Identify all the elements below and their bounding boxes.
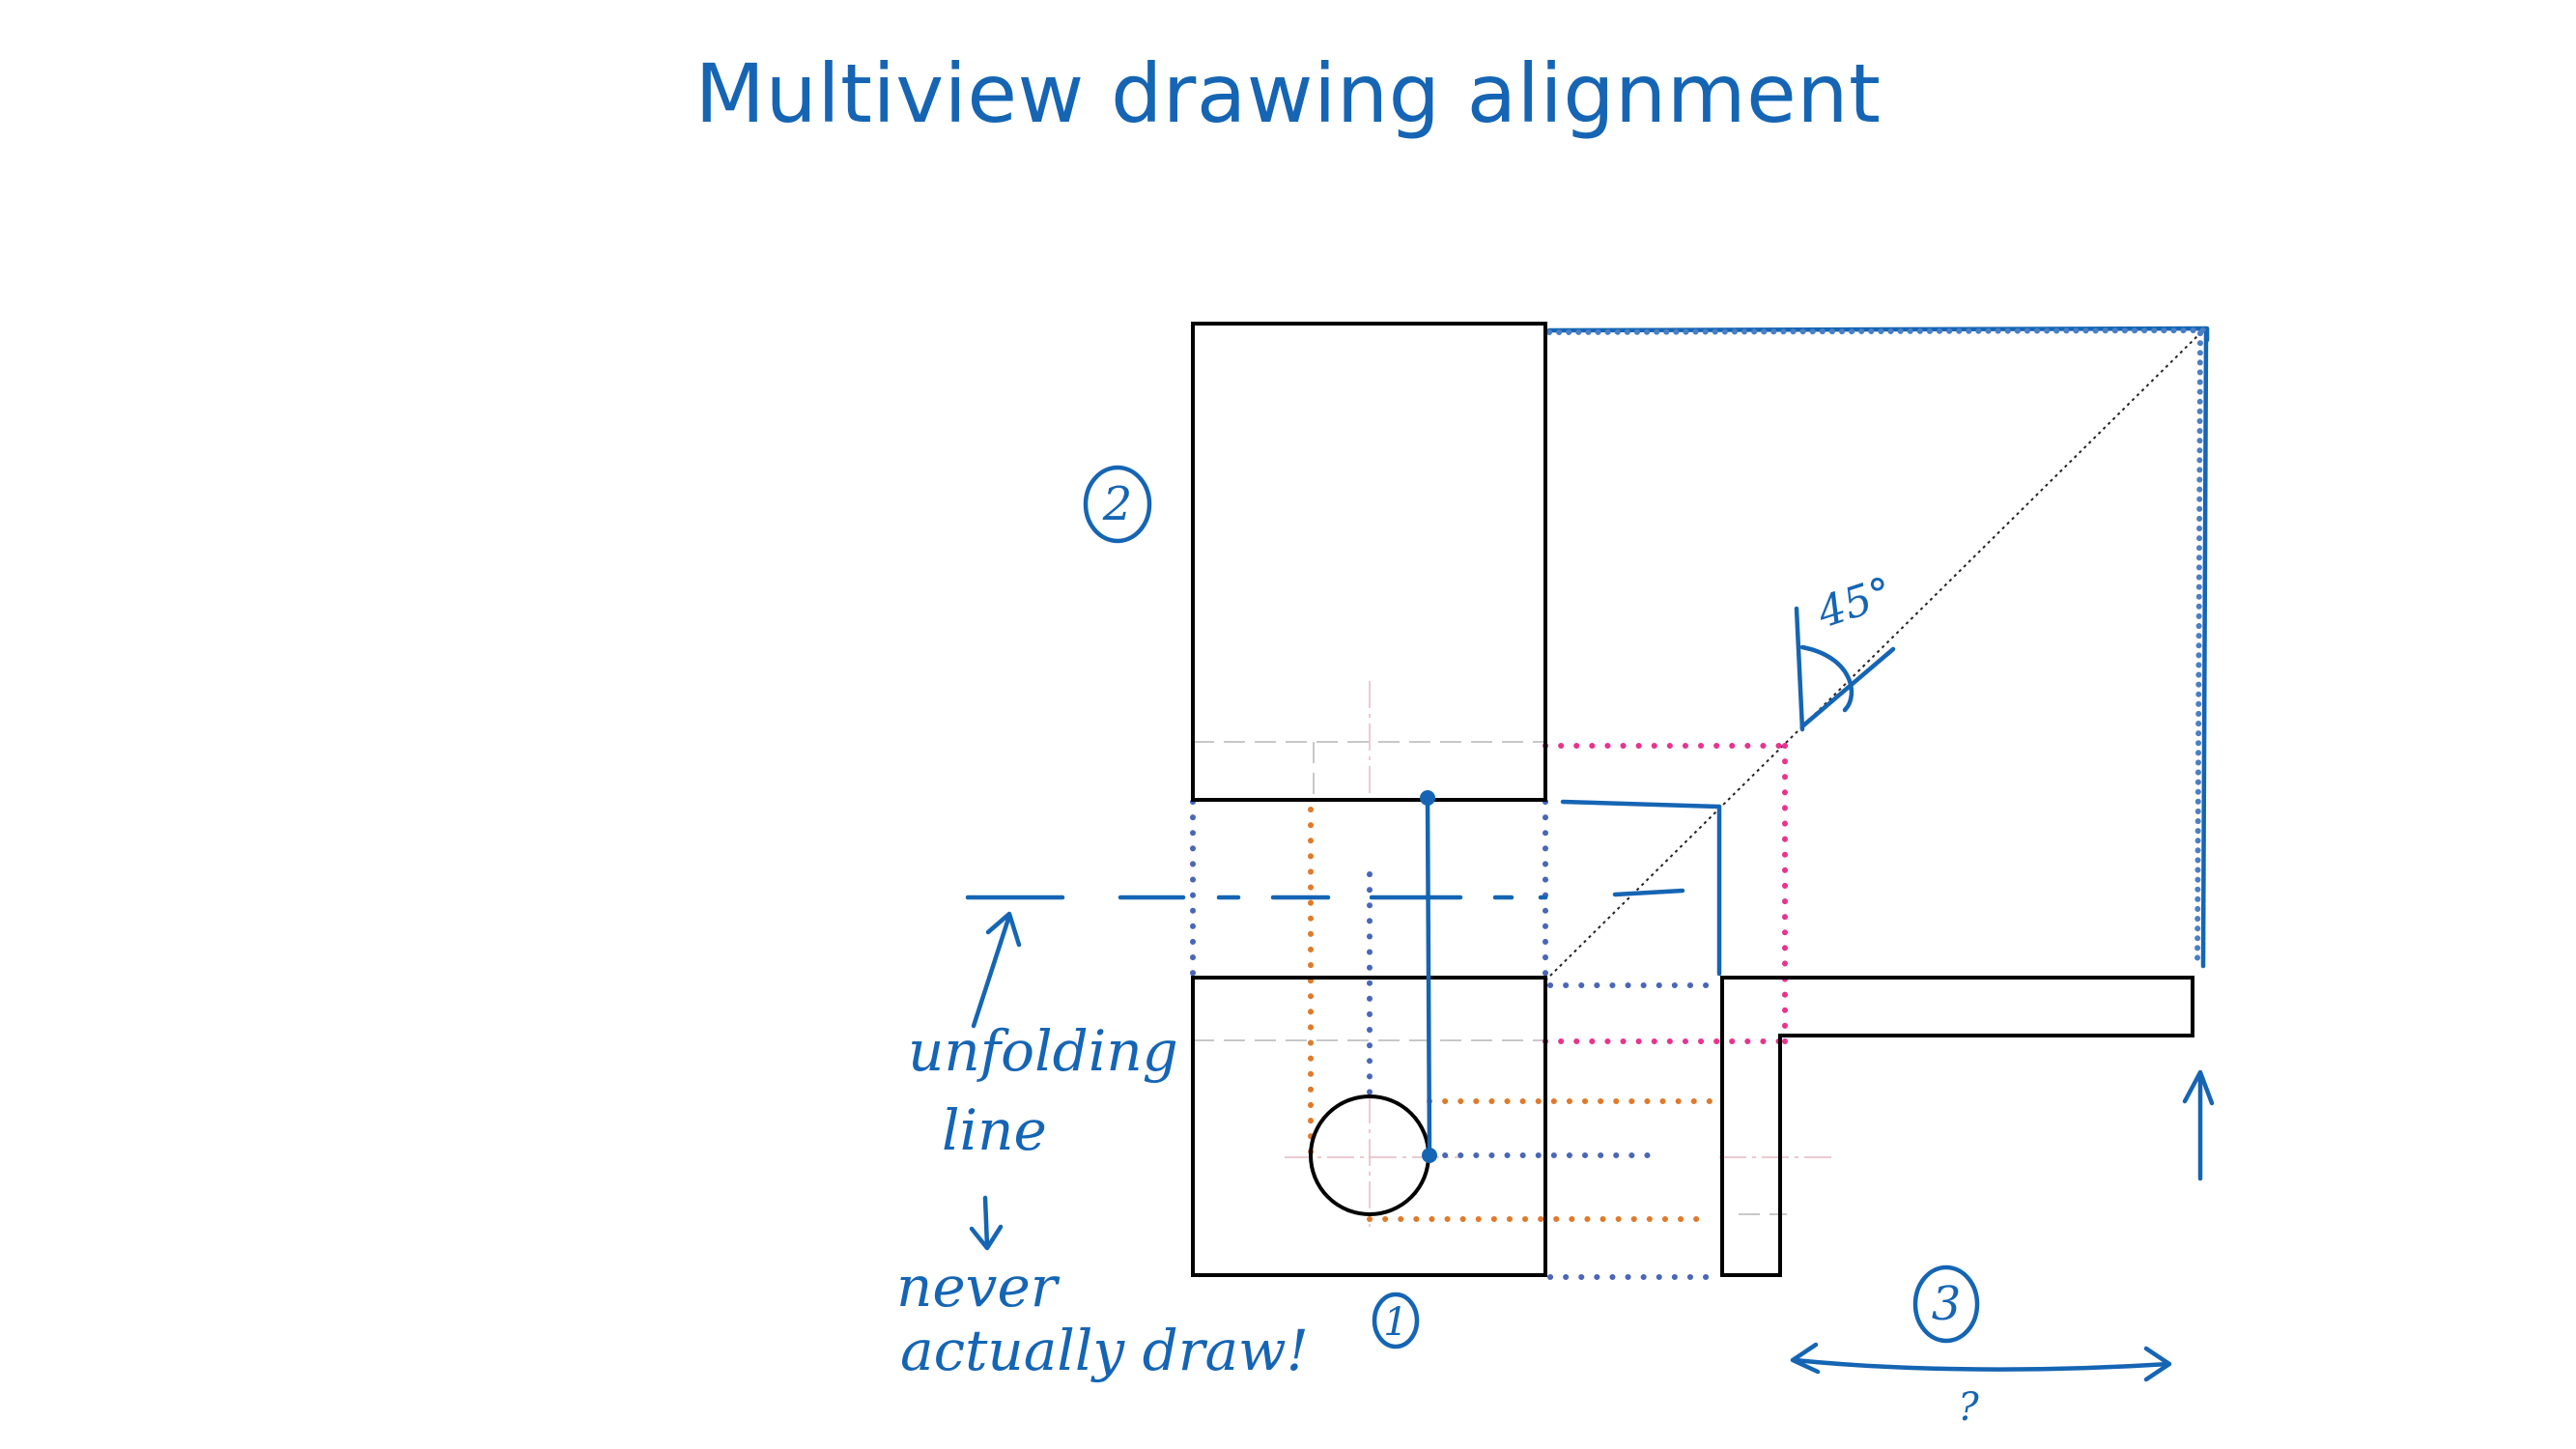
miter-line-45 (1544, 327, 2206, 981)
unfolding-line (965, 888, 1685, 900)
projection-lines-orange (1308, 807, 1713, 1222)
svg-text:2: 2 (1102, 477, 1133, 531)
question-mark: ? (1958, 1385, 1979, 1430)
double-arrow-icon (1790, 1342, 2172, 1382)
view3-up-arrow-icon (2182, 1069, 2215, 1181)
never-label-line2: actually draw! (900, 1318, 1309, 1383)
hole-projection-line (1420, 790, 1437, 1163)
view-2-marker: 2 (1083, 465, 1152, 544)
unfolding-label-line2: line (942, 1097, 1047, 1163)
svg-text:1: 1 (1383, 1300, 1407, 1345)
svg-text:3: 3 (1932, 1277, 1962, 1331)
slide-title: Multiview drawing alignment (694, 46, 1882, 141)
view-1-marker: 1 (1372, 1292, 1420, 1350)
view-1-front-view (1191, 976, 1547, 1277)
unfolding-label-line1: unfolding (908, 1018, 1178, 1084)
projection-lines-blue (1190, 799, 1720, 1280)
angle-arc (1794, 606, 1896, 732)
unfolding-arrow-icon (971, 911, 1022, 1029)
view-3-side-view (1720, 976, 2194, 1277)
view-3-marker: 3 (1912, 1264, 1980, 1344)
down-arrow-icon (969, 1195, 1004, 1251)
never-label-line1: never (896, 1254, 1061, 1320)
projection-frame (1546, 326, 2210, 969)
angle-label: 45° (1811, 568, 1899, 639)
view-2-top-view (1191, 322, 1547, 802)
construction-lines (1193, 681, 1835, 1227)
projection-lines-pink (1543, 743, 1788, 1044)
view3-top-edge (1560, 799, 1722, 977)
